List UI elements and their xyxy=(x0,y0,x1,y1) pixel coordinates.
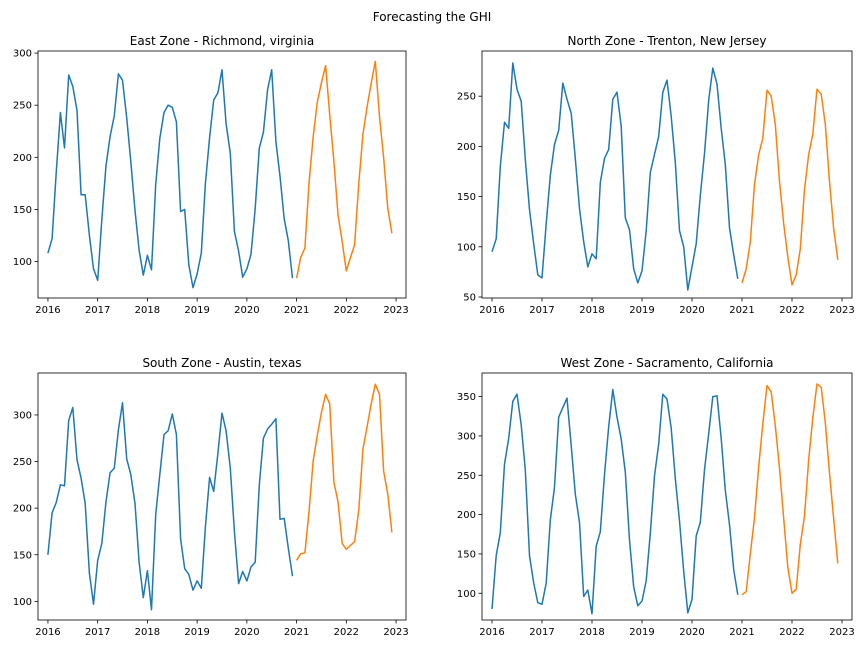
east-zone-x-tick-label: 2017 xyxy=(85,305,110,316)
west-zone-x-tick-label: 2018 xyxy=(579,627,604,638)
south-zone-x-tick-label: 2018 xyxy=(135,627,160,638)
east-zone-title: East Zone - Richmond, virginia xyxy=(130,34,314,48)
west-zone-history-line xyxy=(491,388,739,615)
north-zone-x-tick-label: 2016 xyxy=(479,305,504,316)
east-zone-x-tick-label: 2021 xyxy=(284,305,309,316)
east-zone-x-tick-label: 2016 xyxy=(35,305,60,316)
south-zone-y-tick-label: 150 xyxy=(13,550,32,561)
west-zone-y-tick-label: 250 xyxy=(457,471,476,482)
south-zone-chart: South Zone - Austin, texas 2016 2017 2018 20… xyxy=(13,356,409,638)
west-zone-x-tick-label: 2016 xyxy=(479,627,504,638)
east-zone-chart: East Zone - Richmond, virginia 2016 2017 20… xyxy=(13,34,409,316)
west-zone-x-tick-label: 2019 xyxy=(629,627,654,638)
west-zone-x-tick-label: 2023 xyxy=(829,627,854,638)
east-zone-history-line xyxy=(47,69,294,289)
west-zone-x-tick-label: 2017 xyxy=(529,627,554,638)
west-zone-x-tick-label: 2021 xyxy=(729,627,754,638)
north-zone-history-line xyxy=(491,62,739,291)
south-zone-x-tick-label: 2019 xyxy=(184,627,209,638)
south-zone-y-tick-label: 200 xyxy=(13,504,32,515)
south-zone-title: South Zone - Austin, texas xyxy=(142,356,301,370)
west-zone-x-tick-label: 2020 xyxy=(679,627,704,638)
east-zone-y-tick-label: 250 xyxy=(13,101,32,112)
north-zone-x-tick-label: 2023 xyxy=(829,305,854,316)
west-zone-y-tick-label: 350 xyxy=(457,392,476,403)
south-zone-history-line xyxy=(47,402,294,611)
south-zone-x-tick-label: 2023 xyxy=(383,627,408,638)
north-zone-axes-frame xyxy=(481,50,853,299)
west-zone-axes-frame xyxy=(481,372,853,621)
north-zone-title: North Zone - Trenton, New Jersey xyxy=(568,34,767,48)
east-zone-y-tick-label: 100 xyxy=(13,257,32,268)
west-zone-y-tick-label: 200 xyxy=(457,510,476,521)
east-zone-x-tick-label: 2022 xyxy=(334,305,359,316)
west-zone-x-tick-label: 2022 xyxy=(779,627,804,638)
south-zone-x-tick-label: 2020 xyxy=(234,627,259,638)
south-zone-y-tick-label: 300 xyxy=(13,410,32,421)
east-zone-forecast-line xyxy=(295,60,393,279)
east-zone-y-tick-label: 150 xyxy=(13,205,32,216)
east-zone-x-tick-label: 2019 xyxy=(184,305,209,316)
east-zone-x-tick-label: 2023 xyxy=(383,305,408,316)
south-zone-y-tick-label: 100 xyxy=(13,597,32,608)
east-zone-x-tick-label: 2020 xyxy=(234,305,259,316)
south-zone-y-tick-label: 250 xyxy=(13,457,32,468)
west-zone-y-tick-label: 150 xyxy=(457,549,476,560)
west-zone-forecast-line xyxy=(741,383,839,596)
north-zone-forecast-line xyxy=(741,88,839,286)
west-zone-chart: West Zone - Sacramento, California 2016 20… xyxy=(457,356,855,638)
north-zone-chart: North Zone - Trenton, New Jersey 2016 2017… xyxy=(457,34,855,316)
east-zone-x-tick-label: 2018 xyxy=(135,305,160,316)
north-zone-x-tick-label: 2017 xyxy=(529,305,554,316)
south-zone-x-tick-label: 2022 xyxy=(334,627,359,638)
north-zone-x-tick-label: 2019 xyxy=(629,305,654,316)
east-zone-y-tick-label: 200 xyxy=(13,153,32,164)
north-zone-x-tick-label: 2018 xyxy=(579,305,604,316)
east-zone-y-tick-label: 300 xyxy=(13,49,32,60)
north-zone-y-tick-label: 150 xyxy=(457,192,476,203)
south-zone-forecast-line xyxy=(295,383,393,561)
north-zone-x-tick-label: 2022 xyxy=(779,305,804,316)
south-zone-axes-frame xyxy=(37,372,407,621)
north-zone-y-tick-label: 250 xyxy=(457,92,476,103)
west-zone-y-tick-label: 300 xyxy=(457,431,476,442)
south-zone-x-tick-label: 2017 xyxy=(85,627,110,638)
north-zone-y-tick-label: 200 xyxy=(457,142,476,153)
north-zone-y-tick-label: 50 xyxy=(463,292,476,303)
west-zone-title: West Zone - Sacramento, California xyxy=(560,356,773,370)
west-zone-y-tick-label: 100 xyxy=(457,589,476,600)
north-zone-x-tick-label: 2020 xyxy=(679,305,704,316)
north-zone-x-tick-label: 2021 xyxy=(729,305,754,316)
east-zone-axes-frame xyxy=(37,50,407,299)
south-zone-x-tick-label: 2016 xyxy=(35,627,60,638)
north-zone-y-tick-label: 100 xyxy=(457,242,476,253)
south-zone-x-tick-label: 2021 xyxy=(284,627,309,638)
figure-title: Forecasting the GHI xyxy=(372,10,492,24)
